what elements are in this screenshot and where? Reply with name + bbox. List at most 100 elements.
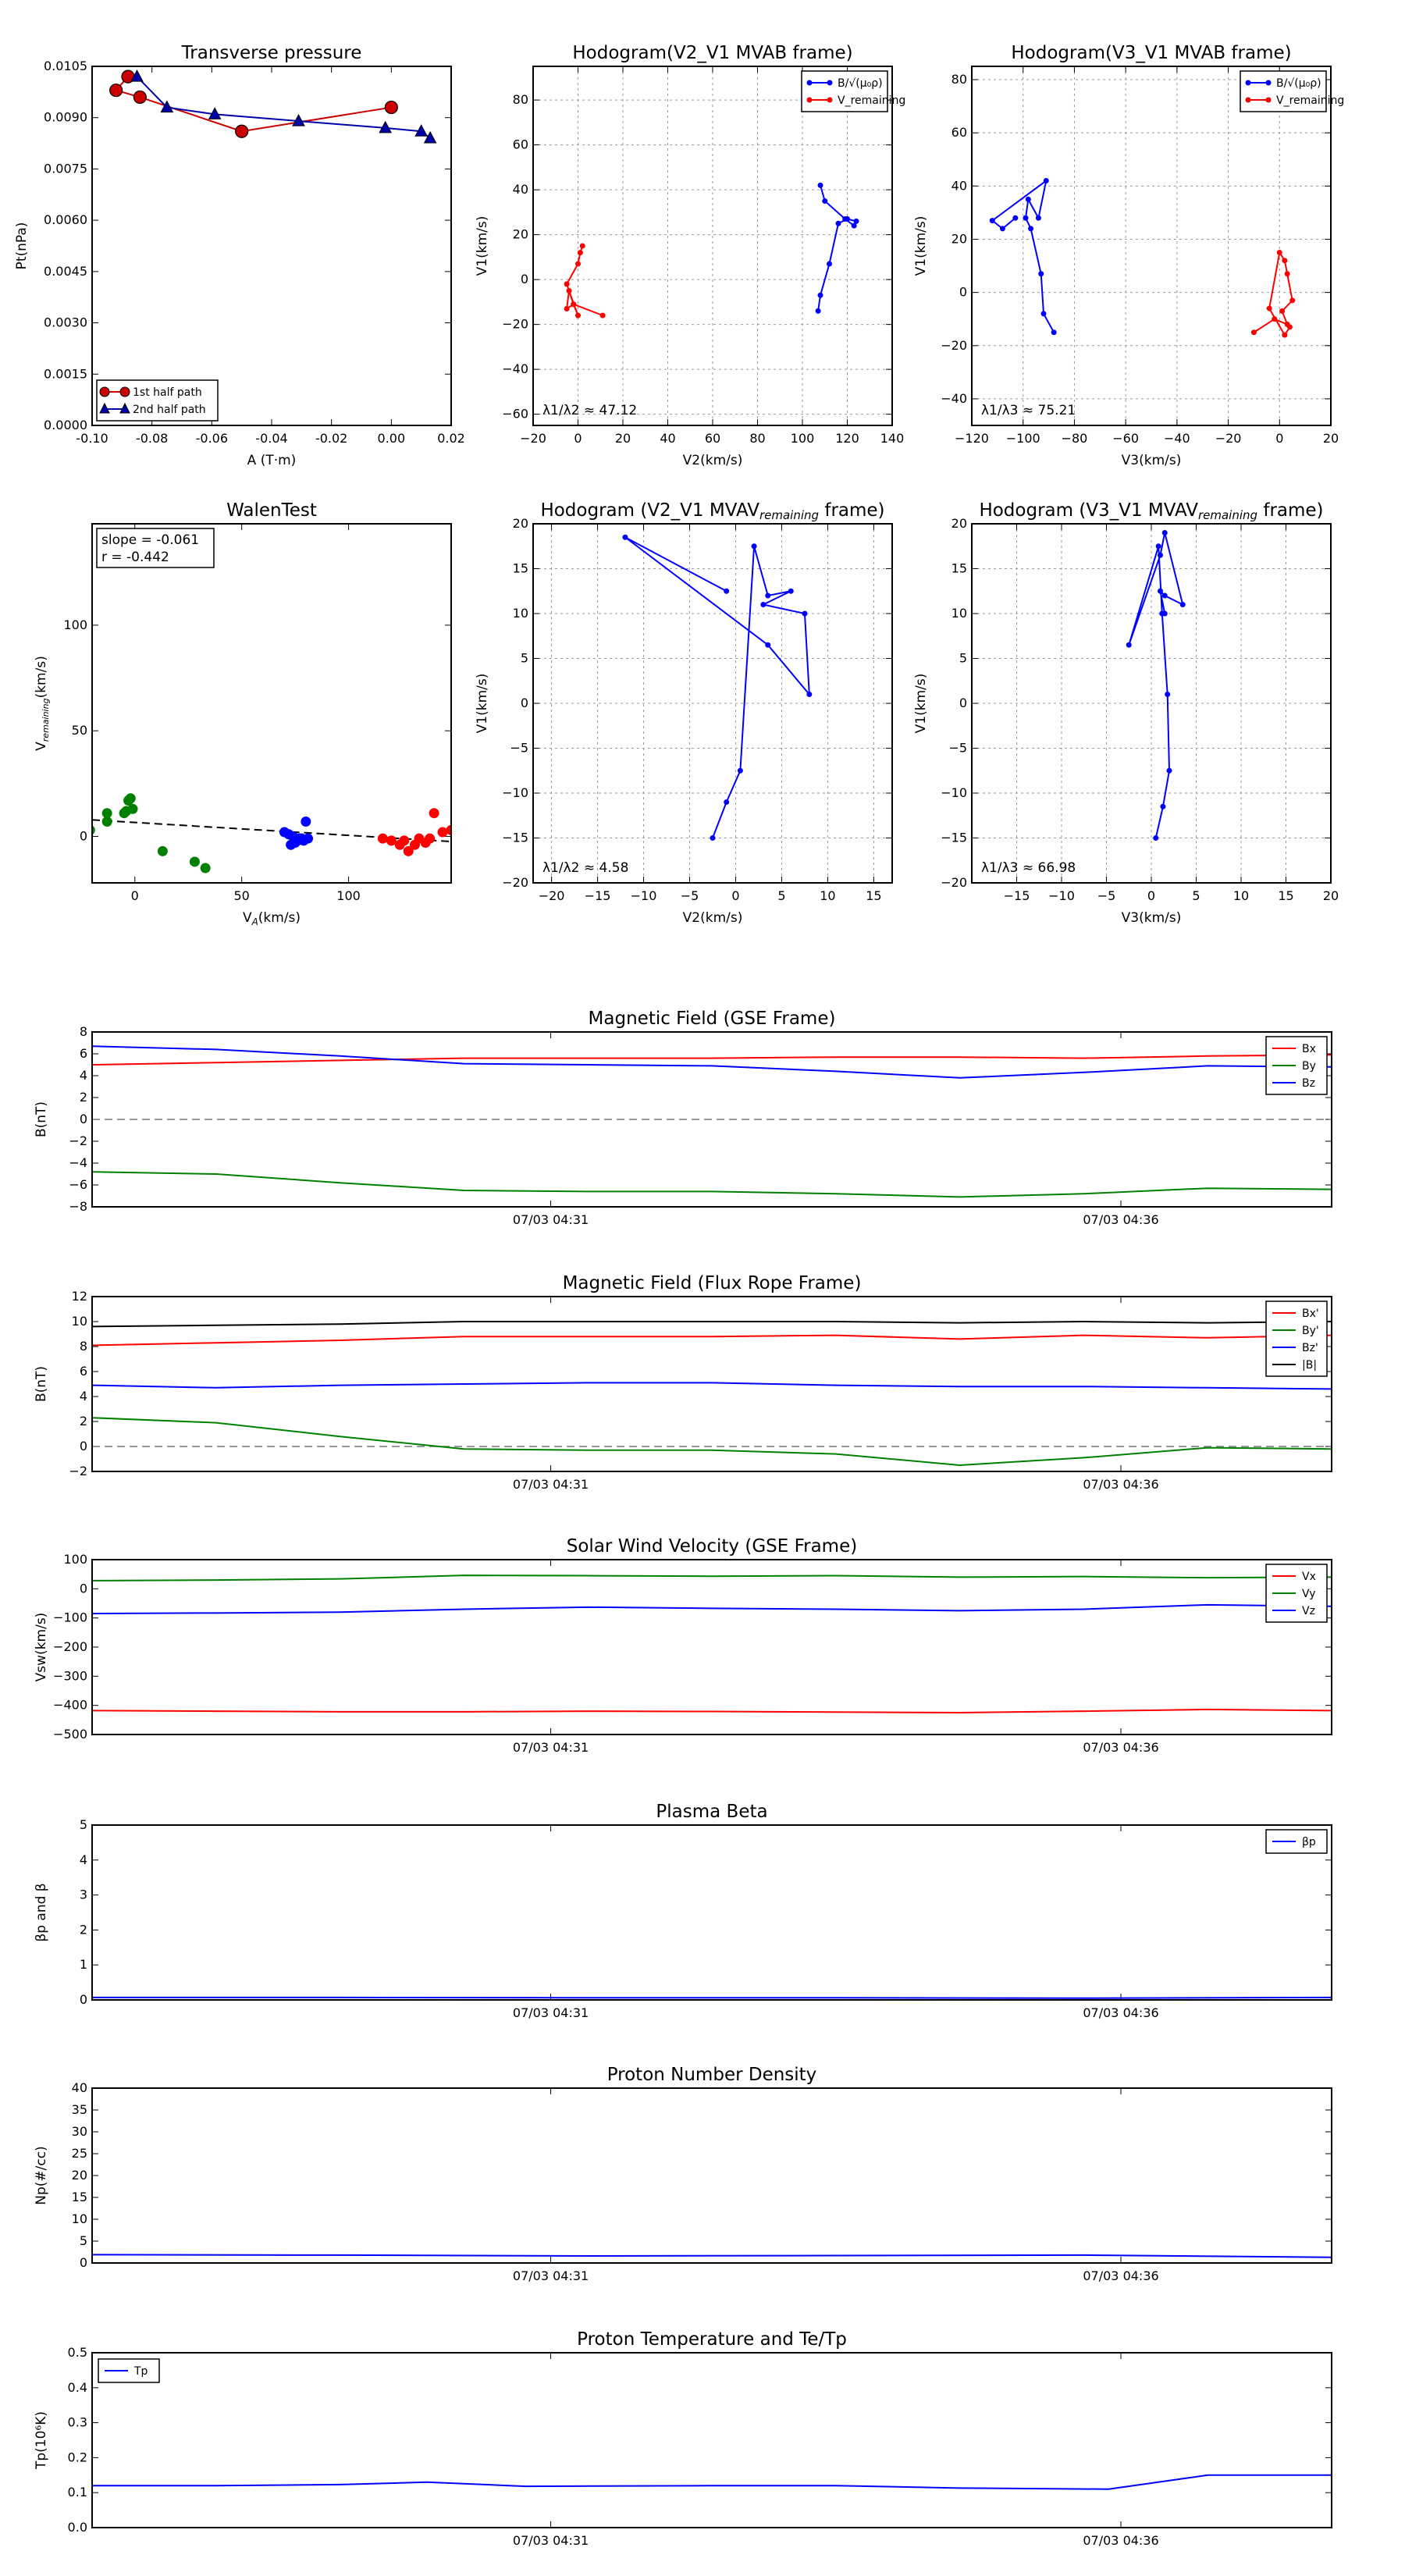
- axes-frame: [91, 1824, 1332, 2001]
- series-line-V: [565, 245, 603, 317]
- y-tick-label: −100: [53, 1610, 87, 1625]
- y-tick-label: 20: [513, 516, 528, 531]
- data-point: [1023, 215, 1029, 221]
- legend: Vx Vy Vz: [1265, 1564, 1328, 1623]
- legend-label: Vz: [1302, 1605, 1315, 1617]
- y-tick-label: 0: [80, 1439, 87, 1453]
- y-tick-label: −20: [941, 338, 967, 353]
- data-point: [101, 808, 112, 819]
- xlabel-sub: A: [251, 916, 258, 927]
- y-tick-label: 0.0090: [44, 110, 87, 125]
- data-point: [1165, 692, 1171, 697]
- chart-title: Hodogram (V3_V1 MVAVremaining frame): [979, 500, 1323, 522]
- data-point: [822, 198, 828, 204]
- y-tick-label: 6: [80, 1364, 87, 1379]
- y-tick-label: −20: [941, 875, 967, 890]
- y-tick-label: 10: [72, 2211, 87, 2226]
- legend-label: Vy: [1302, 1588, 1316, 1600]
- y-tick-label: 2: [80, 1090, 87, 1105]
- data-point: [157, 845, 168, 856]
- data-point: [842, 216, 848, 222]
- data-point: [575, 261, 581, 267]
- plot-area: [989, 178, 1296, 338]
- x-tick-label: −40: [1164, 431, 1190, 446]
- legend-label: βp: [1302, 1836, 1316, 1848]
- data-point: [1276, 250, 1282, 256]
- data-point: [403, 845, 414, 856]
- chart-title: WalenTest: [226, 500, 317, 521]
- y-tick-label: 4: [80, 1389, 87, 1404]
- x-axis-label: V3(km/s): [1122, 453, 1182, 468]
- legend: 1st half path 2nd half path: [96, 379, 219, 422]
- y-tick-label: −300: [53, 1668, 87, 1683]
- annotation-line: r = -0.442: [101, 550, 169, 565]
- y-tick-label: 100: [63, 617, 87, 632]
- data-point: [1161, 610, 1168, 617]
- legend-label: 2nd half path: [133, 404, 206, 416]
- series-line-Bx: [92, 1334, 1332, 1347]
- data-point: [1155, 543, 1161, 550]
- data-point: [566, 288, 572, 294]
- chart-hv21: Hodogram (V2_V1 MVAVremaining frame)−20−…: [475, 500, 893, 926]
- x-tick-label: 5: [1192, 888, 1200, 903]
- y-tick-label: 0: [959, 285, 967, 300]
- data-point: [1166, 767, 1172, 774]
- series-line-B: [92, 1320, 1332, 1328]
- y-tick-label: 0.1: [68, 2485, 87, 2500]
- data-point: [599, 312, 606, 318]
- x-tick-label: −120: [955, 431, 989, 446]
- chart-title: Plasma Beta: [656, 1802, 767, 1822]
- plot-area: [92, 1045, 1332, 1198]
- y-tick-label: 0: [80, 2255, 87, 2270]
- plot-area: [1126, 530, 1186, 841]
- y-tick-label: 0.4: [68, 2380, 87, 2395]
- y-tick-label: −20: [502, 875, 528, 890]
- x-tick-label: -0.10: [76, 431, 108, 446]
- y-tick-label: 40: [72, 2080, 87, 2095]
- y-axis-label: Vremaining(km/s): [34, 656, 51, 751]
- y-axis-label: Pt(nPa): [14, 222, 30, 270]
- x-tick-label: 0.00: [378, 431, 406, 446]
- x-tick-label: 07/03 04:31: [513, 2005, 589, 2020]
- x-tick-label: 0: [731, 888, 739, 903]
- series-line-Vy: [92, 1574, 1332, 1582]
- data-point: [160, 100, 174, 113]
- chart-title: Magnetic Field (Flux Rope Frame): [563, 1273, 862, 1293]
- x-tick-label: 5: [777, 888, 785, 903]
- data-point: [1153, 835, 1159, 841]
- x-tick-label: 20: [1323, 888, 1339, 903]
- x-tick-label: 07/03 04:36: [1083, 2533, 1158, 2548]
- data-point: [577, 250, 583, 256]
- y-tick-label: 15: [513, 561, 528, 576]
- axes-frame: [532, 523, 893, 884]
- y-axis-label: B(nT): [34, 1101, 49, 1137]
- x-tick-label: 07/03 04:36: [1083, 1477, 1158, 1492]
- chart-title: Proton Temperature and Te/Tp: [577, 2329, 847, 2350]
- x-axis-label: A (T·m): [247, 453, 297, 468]
- y-tick-label: −10: [941, 785, 967, 800]
- x-tick-label: 120: [835, 431, 859, 446]
- annotation: λ1/λ3 ≈ 66.98: [981, 860, 1076, 876]
- plot-area: [92, 1574, 1332, 1714]
- xlabel-main: V: [243, 910, 252, 926]
- axes-frame: [971, 66, 1332, 426]
- data-point: [817, 292, 823, 298]
- x-tick-label: −20: [539, 888, 565, 903]
- data-point: [989, 218, 995, 224]
- plot-area: [109, 69, 437, 144]
- data-point: [1025, 196, 1031, 202]
- legend-label: By: [1302, 1060, 1316, 1073]
- data-point: [101, 817, 112, 827]
- series-line-By: [92, 1171, 1332, 1198]
- y-tick-label: 0: [80, 1581, 87, 1596]
- series-line-Bz: [92, 1045, 1332, 1079]
- y-tick-label: 20: [513, 227, 528, 242]
- x-tick-label: 60: [705, 431, 720, 446]
- y-tick-label: 20: [951, 516, 967, 531]
- axes-frame: [971, 523, 1332, 884]
- x-tick-label: 100: [791, 431, 815, 446]
- data-point: [564, 306, 570, 311]
- data-point: [286, 839, 297, 850]
- axes-frame: [91, 1559, 1332, 1735]
